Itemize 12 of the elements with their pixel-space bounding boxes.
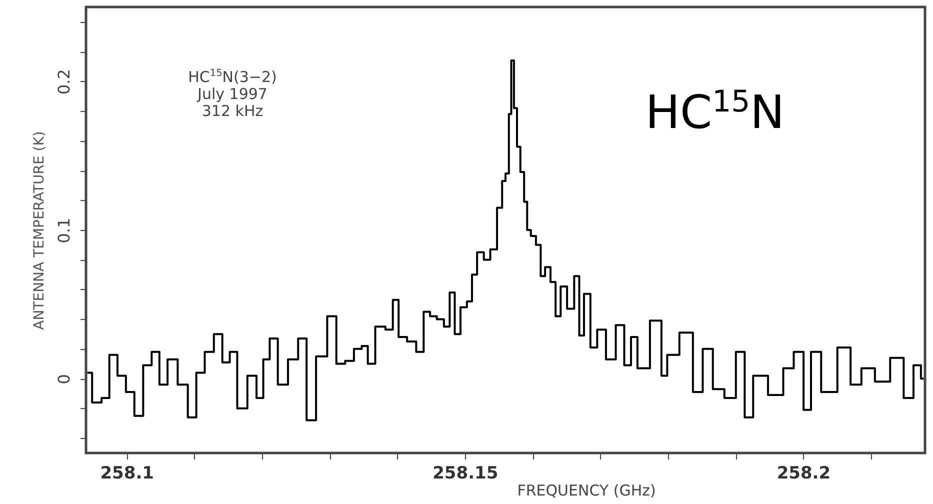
x-axis-title: FREQUENCY (GHz) — [517, 482, 656, 500]
y-tick-label: 0.2 — [54, 69, 74, 95]
annotation: 312 kHz — [202, 102, 264, 120]
annotation: HC$^{15}$N — [644, 84, 786, 139]
annotation: July 1997 — [196, 85, 268, 103]
y-tick-label: 0 — [54, 374, 74, 384]
y-tick-label: 0.1 — [54, 218, 74, 244]
x-tick-label: 258.2 — [776, 464, 831, 484]
annotation: HC$^{15}$N(3−2) — [187, 68, 278, 86]
x-tick-label: 258.1 — [100, 464, 154, 484]
y-axis-title: ANTENNA TEMPERATURE (K) — [32, 131, 48, 330]
x-tick-label: 258.15 — [432, 464, 498, 484]
